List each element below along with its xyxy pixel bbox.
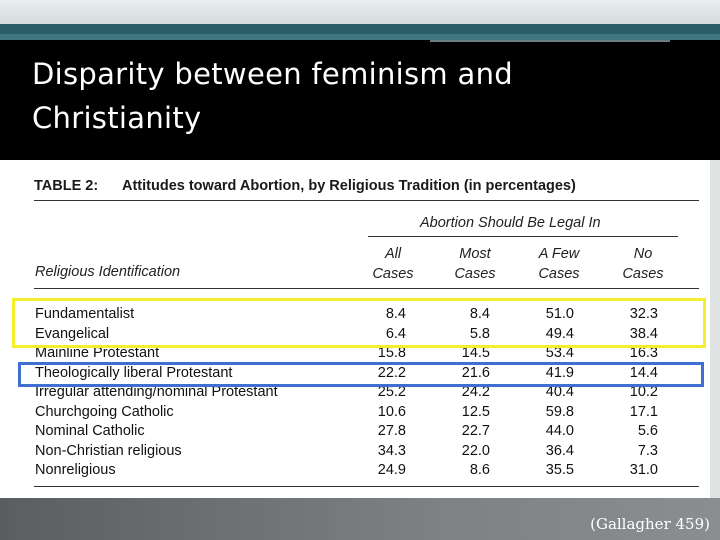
column-header-no-cases: No Cases	[622, 246, 664, 282]
cell-none: 17.1	[629, 403, 658, 420]
group-header-rule	[368, 236, 678, 238]
cell-none: 7.3	[637, 442, 658, 459]
cell-all: 22.2	[377, 364, 406, 381]
cell-none: 5.6	[637, 423, 658, 439]
row-label: Non-Christian religious	[35, 442, 182, 459]
table-row: Nominal Catholic 27.8 22.7 44.0 5.6	[16, 422, 710, 442]
cell-all: 25.2	[377, 384, 406, 400]
table-top-rule	[34, 200, 699, 202]
row-label: Mainline Protestant	[35, 345, 160, 361]
row-label: Churchgoing Catholic	[35, 403, 174, 420]
cell-none: 31.0	[629, 462, 658, 478]
row-label: Evangelical	[35, 325, 110, 342]
cell-most: 22.0	[461, 442, 490, 459]
cell-few: 59.8	[545, 403, 574, 420]
cell-none: 16.3	[629, 345, 658, 361]
cell-all: 15.8	[377, 345, 406, 361]
cell-all: 27.8	[377, 423, 406, 439]
row-label: Fundamentalist	[35, 306, 135, 322]
table-title: Attitudes toward Abortion, by Religious …	[122, 178, 576, 194]
abortion-attitudes-table: TABLE 2: Attitudes toward Abortion, by R…	[16, 160, 710, 498]
group-header: Abortion Should Be Legal In	[420, 215, 601, 231]
table-row: Theologically liberal Protestant 22.2 21…	[16, 364, 710, 384]
column-header-few-cases: A Few Cases	[538, 246, 580, 282]
title-banner	[0, 40, 720, 160]
table-row: Irregular attending/nominal Protestant 2…	[16, 383, 710, 403]
cell-few: 53.4	[545, 345, 574, 361]
table-row: Non-Christian religious 34.3 22.0 36.4 7…	[16, 442, 710, 462]
cell-few: 51.0	[545, 306, 574, 322]
citation: (Gallagher 459)	[590, 515, 710, 533]
row-label: Irregular attending/nominal Protestant	[35, 384, 278, 400]
row-label: Nonreligious	[35, 462, 116, 478]
cell-all: 6.4	[385, 325, 406, 342]
slide-right-edge	[710, 160, 720, 500]
cell-most: 21.6	[461, 364, 490, 381]
yellow-highlight-box	[12, 298, 706, 348]
column-header-most-cases: Most Cases	[454, 246, 496, 282]
table-label: TABLE 2:	[34, 178, 99, 194]
blue-highlight-box	[18, 362, 704, 387]
cell-few: 36.4	[545, 442, 574, 459]
title-accent-line	[430, 40, 670, 42]
table-row: Fundamentalist 8.4 8.4 51.0 32.3	[16, 305, 710, 325]
cell-none: 14.4	[629, 364, 658, 381]
cell-most: 14.5	[461, 345, 490, 361]
row-label: Theologically liberal Protestant	[35, 364, 233, 381]
slide-title: Disparity between feminism and Christian…	[32, 57, 513, 135]
cell-all: 8.4	[385, 306, 406, 322]
cell-few: 44.0	[545, 423, 574, 439]
row-header: Religious Identification	[35, 264, 181, 280]
cell-few: 49.4	[545, 325, 574, 342]
cell-most: 8.4	[469, 306, 490, 322]
teal-accent-bar-lower	[0, 34, 720, 40]
cell-none: 32.3	[629, 306, 658, 322]
cell-all: 24.9	[377, 462, 406, 478]
cell-all: 34.3	[377, 442, 406, 459]
row-label: Nominal Catholic	[35, 423, 145, 439]
column-header-all-cases: All Cases	[372, 246, 414, 282]
table-row: Mainline Protestant 15.8 14.5 53.4 16.3	[16, 344, 710, 364]
cell-most: 24.2	[461, 384, 490, 400]
cell-most: 8.6	[469, 462, 490, 478]
teal-accent-bar	[0, 24, 720, 34]
cell-most: 22.7	[461, 423, 490, 439]
cell-most: 12.5	[461, 403, 490, 420]
cell-all: 10.6	[377, 403, 406, 420]
cell-none: 10.2	[629, 384, 658, 400]
cell-most: 5.8	[469, 325, 490, 342]
cell-few: 41.9	[545, 364, 574, 381]
cell-few: 40.4	[545, 384, 574, 400]
table-row: Churchgoing Catholic 10.6 12.5 59.8 17.1	[16, 403, 710, 423]
cell-few: 35.5	[545, 462, 574, 478]
header-bottom-rule	[34, 288, 699, 290]
cell-none: 38.4	[629, 325, 658, 342]
footer-bar	[0, 498, 720, 540]
table-row: Evangelical 6.4 5.8 49.4 38.4	[16, 325, 710, 345]
table-bottom-rule	[34, 486, 699, 488]
top-decor-strip	[0, 0, 720, 24]
table-row: Nonreligious 24.9 8.6 35.5 31.0	[16, 461, 710, 481]
